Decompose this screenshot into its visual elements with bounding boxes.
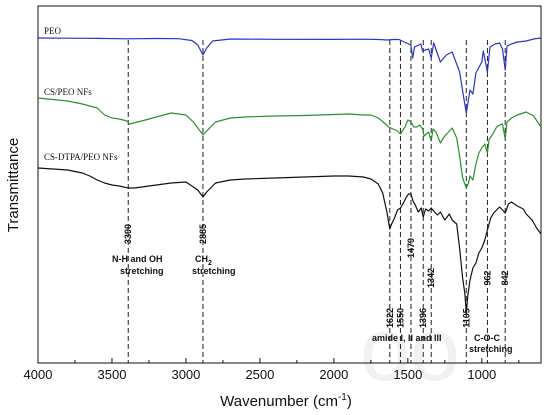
peak-label-1622: 1622 — [385, 308, 395, 328]
peak-label-1105: 1105 — [461, 308, 471, 328]
x-tick-label-1500: 1500 — [393, 367, 422, 382]
series-line-1 — [37, 97, 542, 189]
x-axis-title: Wavenumber (cm-1) — [220, 392, 352, 410]
series-label-cs-peo: CS/PEO NFs — [44, 87, 92, 97]
annotation-coc-line1: C-O-C — [474, 333, 500, 343]
annotation-ch2-subscript: 2 — [208, 260, 212, 267]
annotation-amide: amide I, II and III — [372, 333, 442, 343]
x-tick-label-1000: 1000 — [467, 367, 496, 382]
peak-label-1479: 1479 — [406, 238, 416, 258]
annotation-nh-oh-line2: stretching — [120, 266, 164, 276]
watermark: oo — [360, 300, 460, 400]
series-line-2 — [37, 167, 542, 314]
x-tick-label-3500: 3500 — [98, 367, 127, 382]
peak-label-1342: 1342 — [426, 268, 436, 288]
annotation-ch2-line1: CH2 — [195, 254, 212, 267]
x-tick-label-2000: 2000 — [319, 367, 348, 382]
x-tick-label-4000: 4000 — [24, 367, 53, 382]
plot-frame — [37, 5, 542, 364]
series-label-cs-dtpa-peo: CS-DTPA/PEO NFs — [44, 152, 118, 162]
x-axis-title-text: Wavenumber (cm — [220, 393, 338, 410]
series-label-peo: PEO — [44, 26, 62, 36]
annotation-nh-oh-line1: N-H and OH — [112, 254, 163, 264]
peak-label-842: 842 — [500, 270, 510, 285]
x-axis-title-close: ) — [347, 393, 352, 410]
series-line-0 — [37, 37, 542, 114]
peak-guide-lines — [127, 40, 506, 363]
peak-label-1396: 1396 — [418, 308, 428, 328]
x-tick-label-2500: 2500 — [245, 367, 274, 382]
annotation-ch2-text: CH — [195, 254, 208, 264]
peak-label-3390: 3390 — [123, 224, 133, 244]
x-axis-ticks: 4000 3500 3000 2500 2000 1500 1000 — [24, 358, 520, 382]
series-layer — [37, 37, 542, 314]
peak-labels: 3390 2885 1622 1550 1479 1396 1342 1105 962 842 — [123, 224, 510, 328]
annotation-ch2-line2: stretching — [192, 266, 236, 276]
x-tick-label-3000: 3000 — [171, 367, 200, 382]
peak-label-962: 962 — [482, 270, 492, 285]
y-axis-title: Transmittance — [5, 138, 22, 232]
peak-label-2885: 2885 — [198, 224, 208, 244]
x-axis-title-sup: -1 — [338, 392, 347, 403]
annotation-coc-line2: stretching — [469, 344, 513, 354]
peak-label-1550: 1550 — [396, 308, 406, 328]
